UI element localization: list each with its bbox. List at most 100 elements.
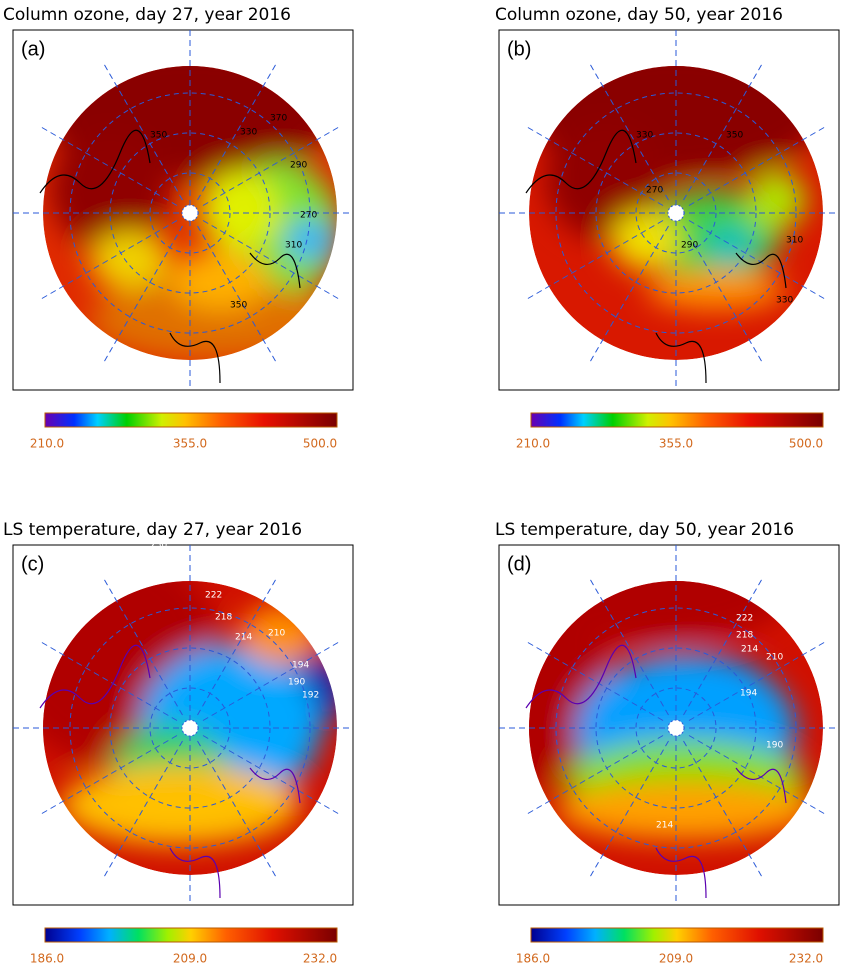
field-patch xyxy=(646,270,786,310)
pole xyxy=(667,204,685,222)
meridian xyxy=(688,125,828,206)
colorbar-label: 500.0 xyxy=(303,437,337,451)
panel-title: Column ozone, day 27, year 2016 xyxy=(3,5,291,25)
meridian xyxy=(683,225,764,365)
contour-label: 330 xyxy=(636,131,653,141)
field-patch xyxy=(60,765,300,845)
contour-label: 226 xyxy=(722,575,739,585)
meridian xyxy=(688,220,828,301)
meridian xyxy=(688,735,828,816)
latitude-circle xyxy=(149,687,231,769)
latitude-circle xyxy=(555,92,797,334)
field-patch xyxy=(90,230,170,290)
panel-label: (d) xyxy=(507,553,531,575)
map-frame xyxy=(498,29,840,391)
meridian xyxy=(202,220,342,301)
panel: Column ozone, day 50, year 2016 (b) 330 350… xyxy=(495,5,840,451)
colorbar-label: 186.0 xyxy=(30,952,64,966)
contour-label: 190 xyxy=(288,678,305,688)
colorbar xyxy=(44,927,338,943)
meridian xyxy=(588,225,669,365)
meridian xyxy=(202,125,342,206)
field-patch xyxy=(611,210,681,270)
meridian xyxy=(683,61,764,201)
panel-title: LS temperature, day 50, year 2016 xyxy=(495,520,794,540)
latitude-circle xyxy=(555,607,797,849)
contour-label: 270 xyxy=(646,186,663,196)
meridian xyxy=(688,640,828,721)
field-patch xyxy=(200,170,280,250)
coastline xyxy=(525,129,787,384)
pole xyxy=(181,719,199,737)
contour-label: 350 xyxy=(150,131,167,141)
coastline xyxy=(39,129,301,384)
pole xyxy=(667,719,685,737)
latitude-circle xyxy=(635,687,717,769)
contour-label: 370 xyxy=(270,114,287,124)
field-patch xyxy=(706,225,756,265)
panel-label: (c) xyxy=(21,553,44,575)
map-frame xyxy=(12,29,354,391)
contour-label: 194 xyxy=(292,661,309,671)
latitude-circle xyxy=(109,132,271,294)
colorbar-label: 210.0 xyxy=(516,437,550,451)
contour-label: 214 xyxy=(656,821,673,831)
coastline xyxy=(39,644,301,899)
field-patch xyxy=(170,250,270,310)
contour-label: 310 xyxy=(285,241,302,251)
contour-label: 350 xyxy=(230,301,247,311)
field-patch xyxy=(285,220,335,260)
colorbar-label: 210.0 xyxy=(30,437,64,451)
contour-label: 210 xyxy=(268,629,285,639)
meridian xyxy=(38,735,178,816)
contour-label: 290 xyxy=(681,241,698,251)
meridian xyxy=(683,740,764,880)
map-frame xyxy=(498,544,840,906)
contour-label: 226 xyxy=(170,573,187,583)
latitude-circle xyxy=(595,132,757,294)
latitude-circle xyxy=(69,92,311,334)
field-patch xyxy=(50,130,170,250)
contour-label: 218 xyxy=(215,613,232,623)
colorbar xyxy=(44,412,338,428)
coastline xyxy=(525,644,787,899)
contour-label: 192 xyxy=(302,691,319,701)
latitude-circle xyxy=(149,172,231,254)
colorbar-label: 232.0 xyxy=(789,952,823,966)
meridian xyxy=(197,61,278,201)
map-frame xyxy=(12,544,354,906)
contour-label: 194 xyxy=(740,689,757,699)
colorbar-label: 186.0 xyxy=(516,952,550,966)
contour-label: 218 xyxy=(736,631,753,641)
contour-label: 290 xyxy=(290,161,307,171)
map-disc xyxy=(43,66,337,360)
colorbar xyxy=(530,927,824,943)
latitude-circle xyxy=(109,647,271,809)
panel-title: LS temperature, day 27, year 2016 xyxy=(3,520,302,540)
colorbar-label: 355.0 xyxy=(173,437,207,451)
meridian xyxy=(202,640,342,721)
panel-title: Column ozone, day 50, year 2016 xyxy=(495,5,783,25)
contour-label: 230 xyxy=(150,541,167,551)
latitude-circle xyxy=(69,607,311,849)
panel: Column ozone, day 27, year 2016 (a) 350 330… xyxy=(3,5,354,451)
map-disc xyxy=(529,581,823,875)
meridian xyxy=(38,220,178,301)
panel: LS temperature, day 50, year 2016 (d) 226 2… xyxy=(495,520,840,966)
contour-label: 310 xyxy=(786,236,803,246)
meridian xyxy=(102,740,183,880)
field-patch xyxy=(556,780,816,840)
colorbar-label: 209.0 xyxy=(173,952,207,966)
contour-label: 350 xyxy=(726,131,743,141)
pole xyxy=(181,204,199,222)
colorbar-label: 500.0 xyxy=(789,437,823,451)
meridian xyxy=(588,61,669,201)
map-disc xyxy=(43,581,337,875)
panel: LS temperature, day 27, year 2016 (c) 230 2… xyxy=(3,520,354,966)
contour-label: 222 xyxy=(736,614,753,624)
meridian xyxy=(197,740,278,880)
field-patch xyxy=(746,170,806,230)
contour-label: 214 xyxy=(741,645,758,655)
meridian xyxy=(197,225,278,365)
